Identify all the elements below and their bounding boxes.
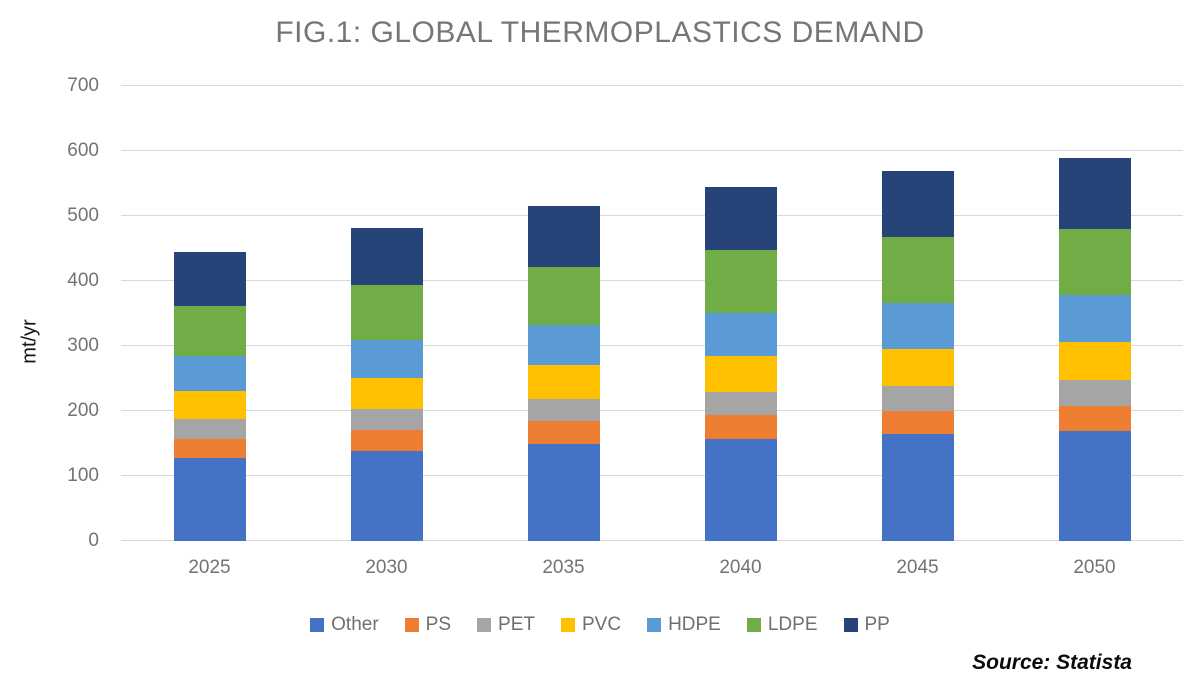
- bar-segment-pvc-2045: [881, 349, 954, 386]
- legend-swatch-icon: [560, 618, 575, 632]
- bar-segment-ps-2025: [173, 438, 246, 458]
- legend: Other PS PET PVC HDPE LDPE PP: [0, 614, 1200, 636]
- y-axis-tick-label: 200: [67, 400, 99, 421]
- bar-segment-pp-2025: [173, 251, 246, 306]
- bar-segment-ps-2050: [1058, 406, 1131, 431]
- plot-area: 0 100 200 300 400 500 600 700 2025 2030 2035 2040 20…: [67, 75, 1183, 578]
- bar-segment-other-2025: [173, 457, 246, 541]
- gridline: [121, 410, 1183, 411]
- bar-segment-other-2050: [1058, 430, 1131, 541]
- bar-segment-pet-2040: [704, 391, 777, 415]
- x-axis-tick-label: 2050: [1073, 557, 1116, 578]
- gridline: [121, 475, 1183, 476]
- bar-segment-pp-2030: [350, 227, 423, 285]
- x-axis-tick-label: 2025: [188, 557, 231, 578]
- bar-segment-hdpe-2025: [173, 355, 246, 391]
- legend-swatch-icon: [404, 618, 419, 632]
- y-axis-tick-label: 300: [67, 335, 99, 356]
- bar-segment-pet-2025: [173, 419, 246, 439]
- bar-segment-ldpe-2035: [527, 267, 600, 325]
- bar-segment-pet-2045: [881, 385, 954, 411]
- bar-column-2035: [527, 205, 600, 541]
- bar-segment-other-2045: [881, 433, 954, 541]
- bar-segment-other-2035: [527, 444, 600, 541]
- y-axis-tick-label: 100: [67, 465, 99, 486]
- legend-swatch-icon: [746, 618, 761, 632]
- bar-segment-ldpe-2030: [350, 284, 423, 341]
- bar-segment-ldpe-2040: [704, 250, 777, 313]
- y-axis-tick-label: 0: [88, 530, 99, 551]
- x-axis-tick-label: 2040: [719, 557, 762, 578]
- bar-segment-pvc-2040: [704, 356, 777, 392]
- legend-swatch-icon: [843, 618, 858, 632]
- legend-item-pp: PP: [843, 614, 890, 636]
- bar-segment-pvc-2030: [350, 377, 423, 410]
- bar-column-2025: [173, 251, 246, 541]
- legend-item-ldpe: LDPE: [746, 614, 818, 636]
- bar-column-2040: [704, 186, 777, 541]
- bar-segment-hdpe-2035: [527, 324, 600, 365]
- bar-column-2045: [881, 170, 954, 541]
- gridline: [121, 345, 1183, 346]
- gridline: [121, 215, 1183, 216]
- legend-swatch-icon: [477, 618, 492, 632]
- x-axis-tick-label: 2045: [896, 557, 939, 578]
- bar-segment-hdpe-2030: [350, 340, 423, 378]
- source-note: Source: Statista: [972, 651, 1132, 674]
- legend-item-other: Other: [310, 614, 379, 636]
- legend-item-ps: PS: [404, 614, 452, 636]
- legend-label: PS: [425, 614, 452, 635]
- legend-swatch-icon: [310, 618, 325, 632]
- bar-segment-pet-2050: [1058, 380, 1131, 407]
- bar-segment-pvc-2035: [527, 364, 600, 400]
- legend-label: Other: [331, 614, 379, 635]
- bar-segment-pp-2050: [1058, 158, 1131, 230]
- y-axis-tick-label: 600: [67, 140, 99, 161]
- x-axis-tick-label: 2035: [542, 557, 585, 578]
- bar-segment-ps-2045: [881, 411, 954, 434]
- legend-item-hdpe: HDPE: [647, 614, 721, 636]
- bar-column-2030: [350, 227, 423, 541]
- y-axis-tick-label: 400: [67, 270, 99, 291]
- y-axis-tick-label: 500: [67, 205, 99, 226]
- bar-segment-ldpe-2045: [881, 237, 954, 304]
- bar-segment-other-2030: [350, 450, 423, 541]
- legend-label: PP: [864, 614, 890, 635]
- gridline: [121, 150, 1183, 151]
- bar-segment-ps-2035: [527, 421, 600, 445]
- gridline: [121, 540, 1183, 541]
- legend-label: LDPE: [767, 614, 818, 635]
- legend-label: PVC: [581, 614, 622, 635]
- chart-title: FIG.1: GLOBAL THERMOPLASTICS DEMAND: [275, 16, 925, 49]
- bar-segment-pp-2045: [881, 170, 954, 238]
- legend-item-pvc: PVC: [560, 614, 622, 636]
- gridline: [121, 280, 1183, 281]
- bar-segment-pvc-2050: [1058, 342, 1131, 381]
- bar-segment-ldpe-2050: [1058, 229, 1131, 296]
- bar-segment-ldpe-2025: [173, 305, 246, 356]
- bar-segment-pet-2035: [527, 399, 600, 422]
- y-axis-tick-label: 700: [67, 75, 99, 96]
- bar-segment-ps-2040: [704, 414, 777, 439]
- legend-item-pet: PET: [477, 614, 535, 636]
- legend-label: PET: [498, 614, 535, 635]
- bar-segment-pp-2035: [527, 205, 600, 268]
- legend-label: HDPE: [668, 614, 721, 635]
- bar-segment-hdpe-2045: [881, 303, 954, 350]
- bar-segment-hdpe-2050: [1058, 295, 1131, 343]
- gridline: [121, 85, 1183, 86]
- bar-segment-pvc-2025: [173, 390, 246, 420]
- legend-swatch-icon: [647, 618, 662, 632]
- bar-segment-pet-2030: [350, 409, 423, 430]
- bar-segment-ps-2030: [350, 429, 423, 451]
- x-axis-tick-label: 2030: [365, 557, 408, 578]
- bar-segment-hdpe-2040: [704, 312, 777, 357]
- bar-segment-other-2040: [704, 438, 777, 541]
- bar-segment-pp-2040: [704, 186, 777, 251]
- bar-column-2050: [1058, 158, 1131, 541]
